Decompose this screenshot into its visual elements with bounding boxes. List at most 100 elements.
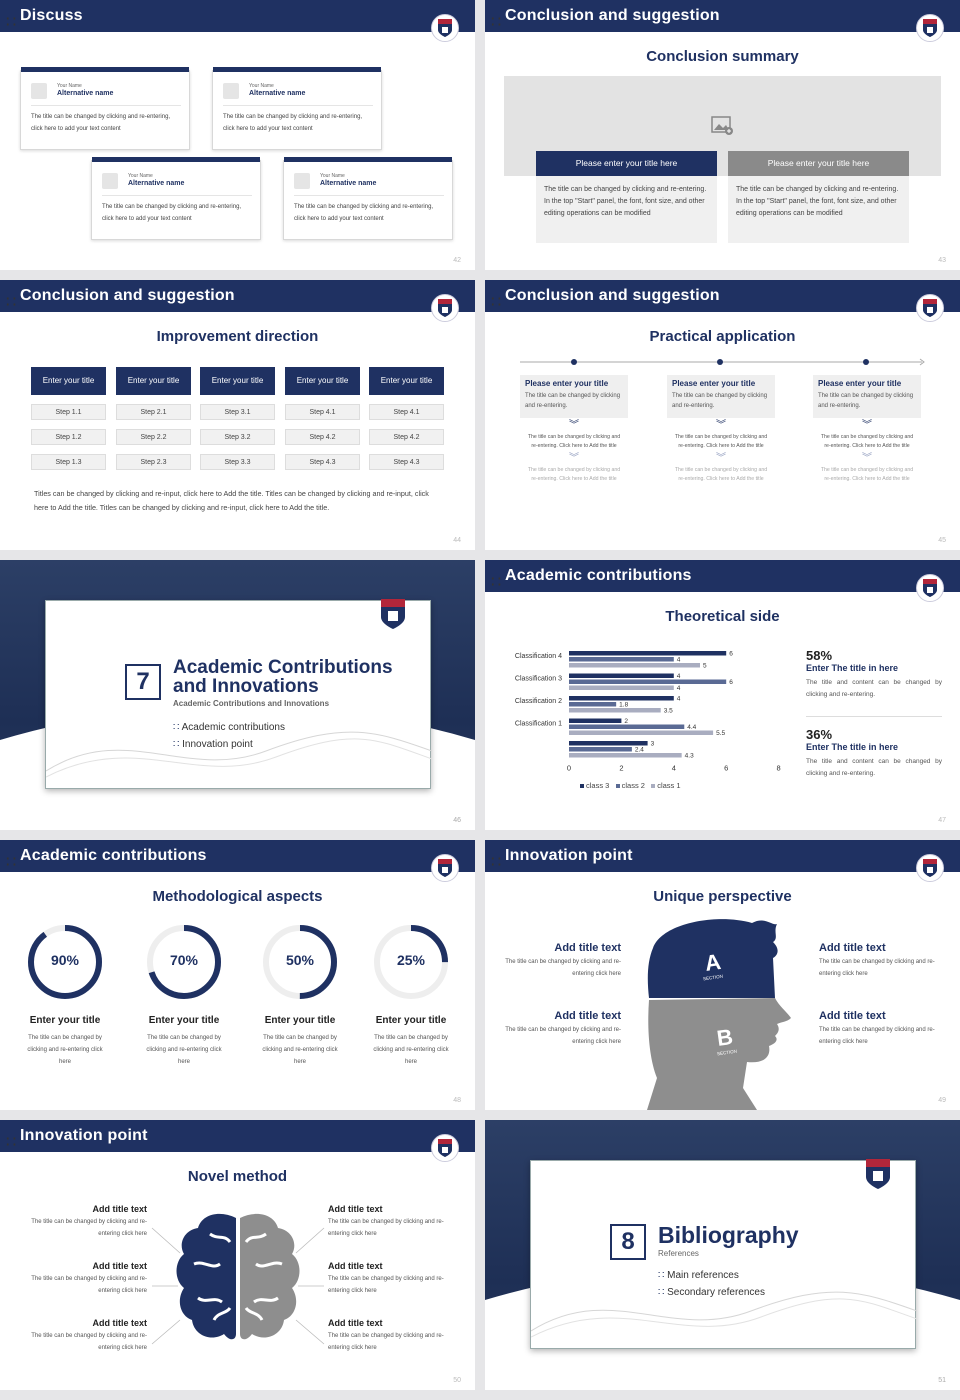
card-tab: [284, 157, 452, 162]
step-item[interactable]: Step 1.3: [31, 454, 106, 470]
legend-swatch: [615, 784, 620, 788]
stat-percent: 58%: [806, 648, 833, 663]
dots-icon: ∷: [173, 722, 182, 733]
data-label: 4.3: [685, 753, 694, 760]
column-card[interactable]: Please enter your title The title can be…: [667, 375, 775, 418]
perspective-item[interactable]: Add title text The title can be changed …: [505, 1010, 621, 1048]
method-item[interactable]: Add title text The title can be changed …: [30, 1318, 147, 1354]
chart-legend: class 3 class 2 class 1: [580, 781, 681, 790]
section-heading: Practical application: [649, 328, 796, 345]
data-label: 6: [729, 679, 733, 686]
step-item[interactable]: Step 1.2: [31, 429, 106, 445]
data-label: 1.8: [619, 702, 628, 709]
profile-card[interactable]: Your Name Alternative name The title can…: [283, 157, 453, 240]
stat-percent: 36%: [806, 727, 833, 742]
step-item[interactable]: Step 2.1: [116, 404, 191, 420]
column-card[interactable]: Please enter your title The title can be…: [520, 375, 628, 418]
image-placeholder-icon: [102, 173, 118, 189]
chevron-down-icon: ︾: [716, 453, 726, 464]
card-tab: [92, 157, 260, 162]
profile-card[interactable]: Your Name Alternative name The title can…: [91, 157, 261, 240]
dots-icon: ∷: [6, 854, 17, 871]
section-item[interactable]: ∷ Secondary references: [658, 1287, 765, 1298]
perspective-item[interactable]: Add title text The title can be changed …: [819, 942, 935, 980]
stat-block: 36% Enter The title in here The title an…: [806, 727, 942, 780]
section-heading: Methodological aspects: [152, 888, 323, 905]
data-label: 4: [677, 657, 681, 664]
tick-label: 2: [619, 764, 623, 773]
card-label: Your Name: [320, 173, 345, 179]
step-item[interactable]: Step 3.3: [200, 454, 275, 470]
method-item[interactable]: Add title text The title can be changed …: [328, 1204, 445, 1240]
step-item[interactable]: Step 4.1: [369, 404, 444, 420]
slide-49-unique-perspective: ∷ Innovation point Unique perspective A S…: [485, 840, 960, 1110]
divider: [806, 716, 942, 717]
perspective-item[interactable]: Add title text The title can be changed …: [505, 942, 621, 980]
column-card[interactable]: Please enter your title The title can be…: [813, 375, 921, 418]
section-heading: Novel method: [187, 1168, 288, 1185]
profile-card[interactable]: Your Name Alternative name The title can…: [20, 67, 190, 150]
chevron-down-icon: ︾: [862, 420, 872, 431]
dots-icon: ∷: [491, 14, 502, 31]
image-placeholder-icon: [223, 83, 239, 99]
practical-column: Please enter your title The title can be…: [667, 375, 775, 484]
section-item[interactable]: ∷ Innovation point: [173, 739, 253, 750]
progress-ring: [147, 925, 221, 999]
item-text: The title can be changed by clicking and…: [505, 1027, 621, 1045]
step-item[interactable]: Step 4.2: [285, 429, 360, 445]
dots-icon: ∷: [491, 294, 502, 311]
step-item[interactable]: Step 4.2: [369, 429, 444, 445]
step-item[interactable]: Step 4.1: [285, 404, 360, 420]
step-item[interactable]: Step 4.3: [285, 454, 360, 470]
image-placeholder-icon: [31, 83, 47, 99]
column-head: Please enter your title: [672, 379, 756, 388]
legend-swatch: [651, 784, 656, 788]
legend-item: class 1: [651, 781, 681, 790]
chevron-down-icon: ︾: [716, 420, 726, 431]
section-item[interactable]: ∷ Main references: [658, 1270, 739, 1281]
step-column: Enter your title Step 1.1 Step 1.2 Step …: [31, 367, 106, 470]
item-head: Add title text: [819, 1010, 886, 1022]
step-item[interactable]: Step 1.1: [31, 404, 106, 420]
head-silhouette: [647, 919, 791, 1110]
university-crest-icon: [916, 574, 944, 602]
dots-icon: ∷: [6, 294, 17, 311]
method-item[interactable]: Add title text The title can be changed …: [30, 1261, 147, 1297]
item-head: Add title text: [819, 942, 886, 954]
tick-label: 0: [567, 764, 571, 773]
method-item[interactable]: Add title text The title can be changed …: [328, 1318, 445, 1354]
bar: [569, 673, 674, 678]
step-item[interactable]: Step 4.3: [369, 454, 444, 470]
column-sub-text: The title can be changed by clicking and…: [527, 434, 621, 449]
card-text: The title can be changed by clicking and…: [223, 114, 363, 132]
slide-header: ∷ Innovation point: [0, 1120, 475, 1152]
method-item[interactable]: Add title text The title can be changed …: [328, 1261, 445, 1297]
page-number: 43: [938, 257, 946, 264]
slide-50-novel-method: ∷ Innovation point Novel method Add title…: [0, 1120, 475, 1390]
card-name: Alternative name: [249, 90, 306, 97]
section-subtitle: Academic Contributions and Innovations: [173, 699, 330, 708]
step-item[interactable]: Step 3.2: [200, 429, 275, 445]
dots-icon: ∷: [658, 1270, 668, 1281]
item-text: The title can be changed by clicking and…: [328, 1276, 444, 1294]
step-item[interactable]: Step 3.1: [200, 404, 275, 420]
bar: [569, 702, 617, 707]
step-item[interactable]: Step 2.3: [116, 454, 191, 470]
university-crest-icon: [916, 294, 944, 322]
letter-a: A: [703, 949, 723, 976]
slide-title: Innovation point: [505, 847, 633, 864]
title-card: 8 Bibliography References ∷ Main referen…: [530, 1159, 917, 1349]
profile-card[interactable]: Your Name Alternative name The title can…: [212, 67, 382, 150]
perspective-item[interactable]: Add title text The title can be changed …: [819, 1010, 935, 1048]
bar-chart: Classification 4 6 4 5 Classification 3 4 6 4 Cl…: [515, 651, 781, 773]
column-head: Enter your title: [116, 367, 191, 395]
section-item[interactable]: ∷ Academic contributions: [173, 722, 285, 733]
item-head: Add title text: [328, 1318, 383, 1328]
method-item[interactable]: Add title text The title can be changed …: [30, 1204, 147, 1240]
step-item[interactable]: Step 2.2: [116, 429, 191, 445]
card-name: Alternative name: [57, 90, 114, 97]
item-head: Add title text: [92, 1318, 147, 1328]
item-head: Add title text: [554, 1010, 621, 1022]
progress-ring: [263, 925, 337, 999]
dots-icon: ∷: [491, 574, 502, 591]
